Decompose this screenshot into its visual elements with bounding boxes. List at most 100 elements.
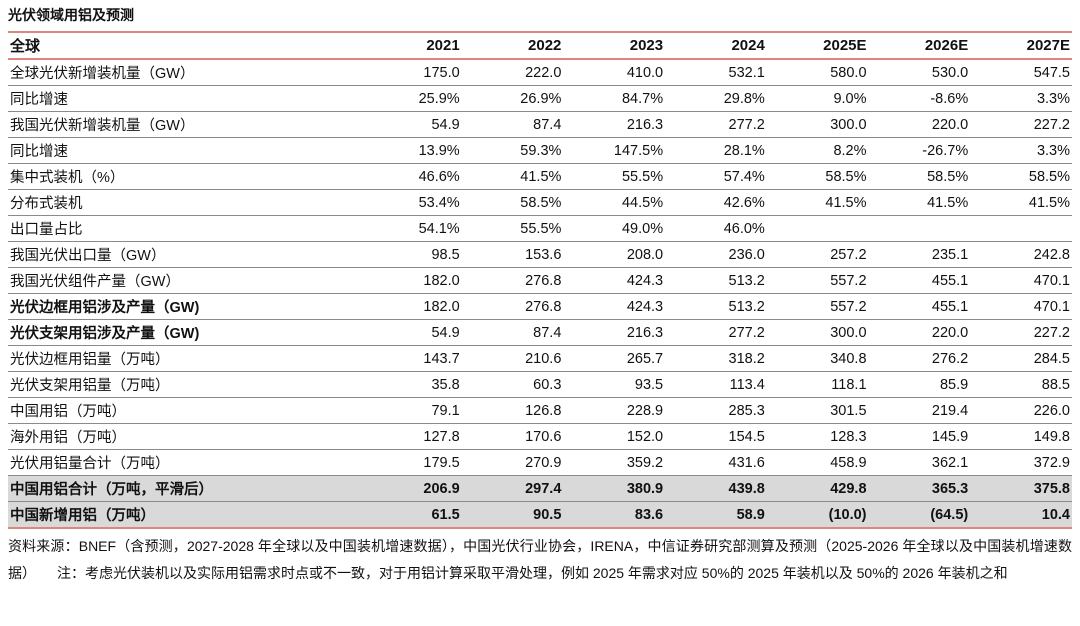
table-row: 光伏边框用铝涉及产量（GW) 182.0 276.8 424.3 513.2 557.2 4…: [8, 294, 1072, 320]
row-value: 580.0: [830, 64, 867, 81]
row-value: 277.2: [728, 324, 765, 341]
source-note: 资料来源：BNEF（含预测，2027-2028 年全球以及中国装机增速数据），中…: [8, 538, 1072, 581]
row-value: 54.9: [431, 116, 460, 133]
row-value: 149.8: [1033, 428, 1070, 445]
table-row: 同比增速 13.9% 59.3% 147.5% 28.1% 8.2% -26.7% 3.3%: [8, 138, 1072, 164]
row-value: 83.6: [634, 506, 664, 523]
table-row: 我国光伏出口量（GW） 98.5 153.6 208.0 236.0 257.2 235.1…: [8, 242, 1072, 268]
row-value: 41.5%: [825, 194, 867, 211]
row-value: 206.9: [423, 480, 460, 497]
row-value: 54.1%: [418, 220, 460, 237]
row-value: 424.3: [626, 272, 664, 289]
row-value: 242.8: [1033, 246, 1070, 263]
row-value: 513.2: [728, 298, 765, 315]
row-value: 58.5%: [1028, 168, 1070, 185]
table-row: 我国光伏组件产量（GW） 182.0 276.8 424.3 513.2 557.2 455…: [8, 268, 1072, 294]
row-label: 我国光伏新增装机量（GW）: [10, 118, 195, 134]
table-row: 集中式装机（%） 46.6% 41.5% 55.5% 57.4% 58.5% 58.5% 58…: [8, 164, 1072, 190]
row-label: 分布式装机: [10, 196, 83, 212]
row-value: 25.9%: [418, 90, 460, 107]
row-value: 340.8: [830, 350, 867, 367]
row-value: 113.4: [729, 376, 765, 393]
row-value: -26.7%: [922, 142, 969, 159]
row-value: 93.5: [634, 376, 664, 393]
row-value: 557.2: [830, 272, 867, 289]
row-label: 出口量占比: [10, 222, 83, 238]
row-label: 中国新增用铝（万吨）: [10, 508, 155, 524]
row-value: 175.0: [423, 64, 460, 81]
row-value: 182.0: [423, 272, 460, 289]
row-label: 集中式装机（%）: [10, 170, 125, 186]
row-value: 26.9%: [520, 90, 562, 107]
row-value: 458.9: [830, 454, 867, 471]
row-label: 中国用铝（万吨）: [10, 404, 126, 420]
row-value: 375.8: [1033, 480, 1070, 497]
table-row: 我国光伏新增装机量（GW） 54.9 87.4 216.3 277.2 300.0 220.…: [8, 112, 1072, 138]
row-value: 513.2: [728, 272, 765, 289]
row-value: 220.0: [931, 324, 969, 341]
row-value: 226.0: [1033, 402, 1070, 419]
row-value: 318.2: [728, 350, 765, 367]
row-value: 276.8: [525, 298, 562, 315]
row-label: 同比增速: [10, 92, 68, 108]
row-value: 297.4: [525, 480, 562, 497]
row-value: 557.2: [830, 298, 867, 315]
table-row: 中国新增用铝（万吨） 61.5 90.5 83.6 58.9 (10.0) (64.5) 10…: [8, 501, 1072, 528]
row-value: 128.3: [830, 428, 867, 445]
row-value: 85.9: [939, 376, 969, 393]
row-value: 235.1: [931, 246, 969, 263]
row-value: 84.7%: [621, 90, 664, 107]
row-value: 455.1: [931, 272, 969, 289]
row-label: 中国用铝合计（万吨，平滑后）: [10, 482, 213, 498]
row-value: 153.6: [525, 246, 562, 263]
row-value: 29.8%: [723, 90, 765, 107]
row-value: 61.5: [431, 506, 460, 523]
row-value: [869, 216, 971, 242]
row-value: 3.3%: [1036, 142, 1070, 159]
row-label: 光伏边框用铝涉及产量（GW): [10, 300, 200, 316]
row-value: -8.6%: [930, 90, 969, 107]
row-value: 49.0%: [621, 220, 664, 237]
header-cell-year: 2026E: [924, 37, 969, 54]
row-value: 87.4: [533, 324, 562, 341]
row-value: 44.5%: [621, 194, 664, 211]
row-value: 60.3: [533, 376, 562, 393]
row-label: 光伏支架用铝涉及产量（GW): [10, 326, 200, 342]
row-value: 530.0: [931, 64, 969, 81]
row-value: 152.0: [626, 428, 664, 445]
row-value: 532.1: [728, 64, 765, 81]
row-value: 208.0: [626, 246, 664, 263]
row-value: 58.5%: [927, 168, 969, 185]
header-cell-year: 2022: [528, 37, 562, 54]
row-value: 276.2: [931, 350, 969, 367]
row-value: 216.3: [626, 324, 664, 341]
row-value: 210.6: [525, 350, 562, 367]
row-value: 53.4%: [418, 194, 460, 211]
row-value: 98.5: [431, 246, 460, 263]
row-value: 154.5: [728, 428, 765, 445]
row-value: 147.5%: [613, 142, 664, 159]
header-cell-region: 全球: [10, 38, 41, 55]
header-cell-year: 2024: [731, 37, 765, 54]
row-value: 58.9: [736, 506, 765, 523]
row-value: 285.3: [728, 402, 765, 419]
row-value: 58.5%: [825, 168, 867, 185]
row-value: 359.2: [626, 454, 664, 471]
row-value: 362.1: [931, 454, 969, 471]
row-value: (64.5): [930, 506, 969, 523]
row-value: 143.7: [423, 350, 460, 367]
row-value: 228.9: [626, 402, 664, 419]
row-label: 我国光伏组件产量（GW）: [10, 274, 180, 290]
row-value: 28.1%: [723, 142, 765, 159]
row-value: (10.0): [828, 506, 867, 523]
row-value: 46.6%: [418, 168, 460, 185]
table-row: 光伏支架用铝涉及产量（GW) 54.9 87.4 216.3 277.2 300.0 220…: [8, 320, 1072, 346]
row-label: 全球光伏新增装机量（GW）: [10, 66, 195, 82]
row-value: 547.5: [1033, 64, 1070, 81]
table-row: 光伏支架用铝量（万吨） 35.8 60.3 93.5 113.4 118.1 85.9 88.…: [8, 372, 1072, 398]
row-value: 170.6: [525, 428, 562, 445]
row-value: 372.9: [1033, 454, 1070, 471]
row-value: 58.5%: [520, 194, 562, 211]
table-row: 出口量占比 54.1% 55.5% 49.0% 46.0%: [8, 216, 1072, 242]
